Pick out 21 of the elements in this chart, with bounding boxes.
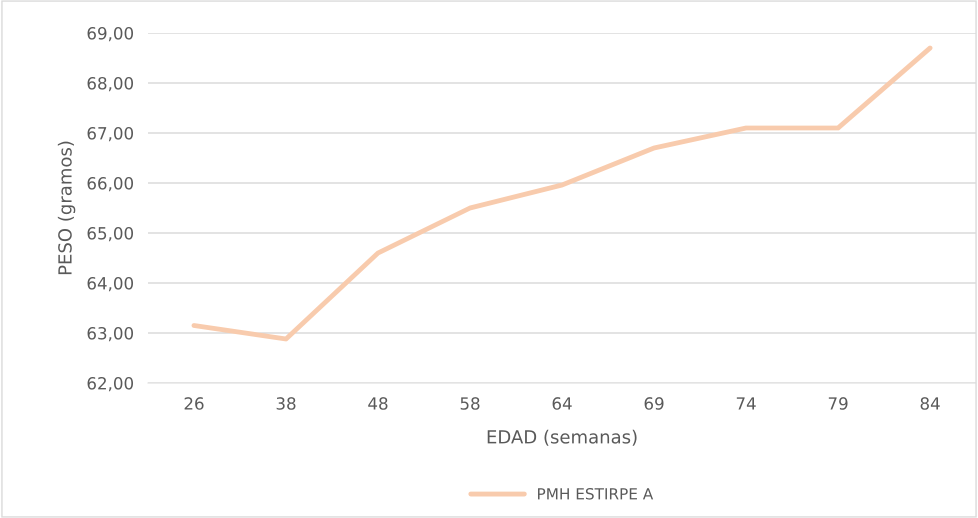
x-tick-label: 84 [920,397,940,410]
legend-label: PMH ESTIRPE A [538,488,654,500]
x-tick-label: 79 [828,397,848,410]
x-tick-label: 48 [368,397,388,410]
x-tick-label: 26 [184,397,204,410]
y-tick-label: 67,00 [88,126,134,142]
y-tick-label: 68,00 [88,76,134,92]
x-axis-title: EDAD (semanas) [488,430,637,446]
y-tick-label: 63,00 [88,326,134,342]
x-tick-label: 58 [460,397,480,410]
x-tick-label: 69 [644,397,664,410]
x-tick-label: 64 [552,397,572,410]
y-tick-label: 66,00 [88,176,134,192]
y-tick-label: 65,00 [88,226,134,242]
y-axis-title: PESO (gramos) [58,142,76,274]
x-tick-label: 38 [276,397,296,410]
line-series [192,46,933,342]
x-tick-label: 74 [736,397,756,410]
y-tick-label: 62,00 [88,376,134,392]
y-tick-label: 69,00 [88,26,134,42]
y-tick-label: 64,00 [88,276,134,292]
